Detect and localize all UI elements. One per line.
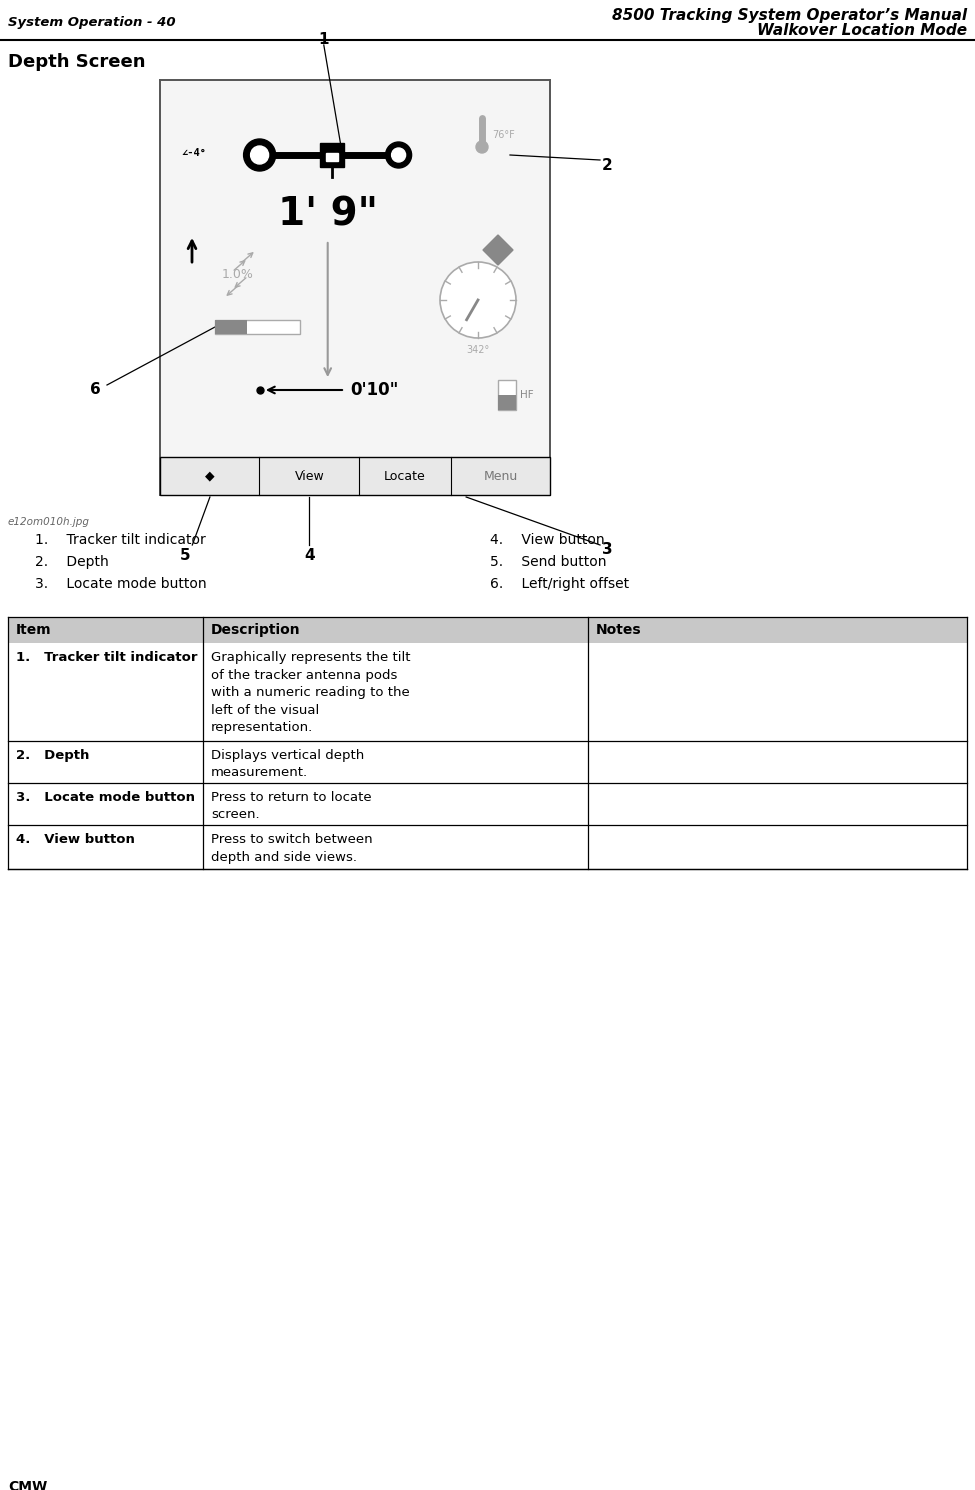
Text: 3.   Locate mode button: 3. Locate mode button [16, 791, 195, 805]
Bar [215, 320, 300, 334]
Text: Graphically represents the tilt
of the tracker antenna pods
with a numeric readi: Graphically represents the tilt of the t… [211, 651, 410, 735]
Text: Menu: Menu [484, 469, 518, 483]
Text: 5: 5 [180, 547, 191, 563]
Bar [8, 784, 967, 825]
Text: Description: Description [211, 623, 300, 638]
Text: 5.  Send button: 5. Send button [490, 554, 606, 569]
Bar [215, 320, 247, 334]
Text: CMW: CMW [8, 1480, 47, 1490]
Circle shape [392, 148, 406, 162]
Text: 76°F: 76°F [492, 130, 515, 140]
Text: Locate: Locate [384, 469, 426, 483]
Polygon shape [483, 235, 513, 265]
Circle shape [476, 142, 488, 153]
Bar [8, 741, 967, 784]
Text: 2: 2 [602, 158, 612, 173]
Text: 1.  Tracker tilt indicator: 1. Tracker tilt indicator [35, 533, 206, 547]
Text: 6: 6 [90, 383, 100, 398]
Text: ∠-4°: ∠-4° [182, 148, 207, 158]
Bar [8, 617, 967, 644]
Text: 1' 9": 1' 9" [278, 197, 377, 234]
Circle shape [251, 146, 268, 164]
Text: 3: 3 [602, 542, 612, 557]
Text: 8500 Tracking System Operator’s Manual: 8500 Tracking System Operator’s Manual [612, 7, 967, 22]
Text: Item: Item [16, 623, 52, 638]
Bar [160, 80, 550, 495]
Text: Depth Screen: Depth Screen [8, 54, 145, 72]
Text: 1.0%: 1.0% [222, 268, 254, 282]
Text: View: View [294, 469, 325, 483]
Text: 1.   Tracker tilt indicator: 1. Tracker tilt indicator [16, 651, 198, 665]
Text: 2.  Depth: 2. Depth [35, 554, 109, 569]
Text: Press to switch between
depth and side views.: Press to switch between depth and side v… [211, 833, 372, 864]
Text: 4.   View button: 4. View button [16, 833, 135, 846]
Circle shape [440, 262, 516, 338]
Text: 2.   Depth: 2. Depth [16, 749, 90, 761]
Text: 4.  View button: 4. View button [490, 533, 604, 547]
Text: System Operation - 40: System Operation - 40 [8, 16, 176, 28]
Text: ◆: ◆ [205, 469, 214, 483]
Bar [498, 395, 516, 410]
Circle shape [385, 142, 411, 168]
Text: Walkover Location Mode: Walkover Location Mode [757, 22, 967, 39]
Text: Displays vertical depth
measurement.: Displays vertical depth measurement. [211, 749, 365, 779]
Text: e12om010h.jpg: e12om010h.jpg [8, 517, 90, 527]
Circle shape [244, 139, 276, 171]
Text: Notes: Notes [596, 623, 642, 638]
Text: 1: 1 [319, 33, 329, 48]
Text: 6.  Left/right offset: 6. Left/right offset [490, 577, 629, 592]
Text: Press to return to locate
screen.: Press to return to locate screen. [211, 791, 371, 821]
Bar [8, 825, 967, 869]
Text: 3.  Locate mode button: 3. Locate mode button [35, 577, 207, 592]
Bar [498, 380, 516, 410]
Bar [326, 153, 337, 161]
Bar [160, 457, 550, 495]
Bar [320, 143, 343, 167]
Text: 342°: 342° [466, 346, 489, 355]
Text: 4: 4 [304, 547, 315, 563]
Text: 0'10": 0'10" [350, 381, 399, 399]
Bar [160, 457, 550, 495]
Text: HF: HF [520, 390, 533, 399]
Bar [8, 644, 967, 741]
